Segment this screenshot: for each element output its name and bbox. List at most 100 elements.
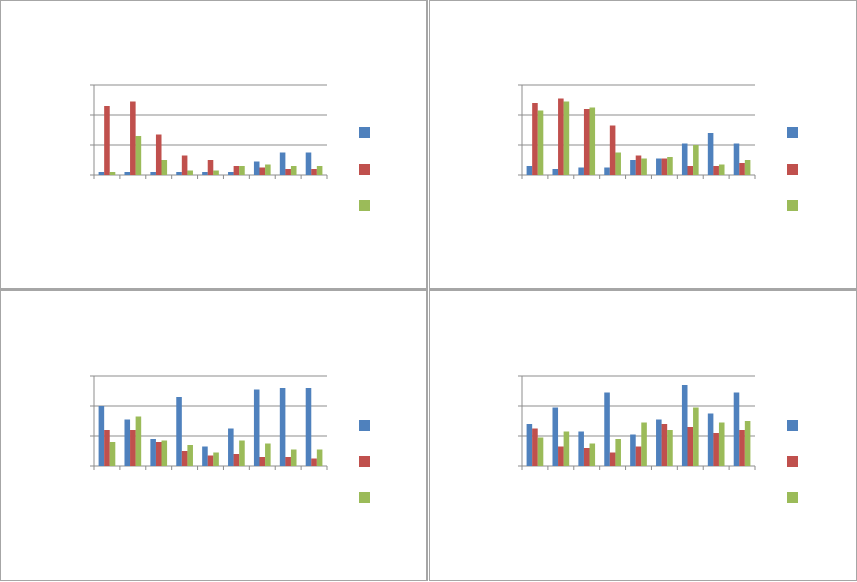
legend-swatch-1: [787, 420, 798, 431]
bar-chart-4: [518, 375, 798, 503]
bar-series-2-cat-9: [739, 163, 745, 175]
legend-swatch-1: [787, 127, 798, 138]
bar-series-2-cat-8: [285, 457, 291, 466]
bar-series-3-cat-1: [109, 172, 116, 175]
bar-series-3-cat-5: [213, 170, 219, 175]
bar-series-1-cat-3: [578, 431, 584, 466]
bar-series-3-cat-3: [589, 107, 596, 175]
bar-series-3-cat-7: [265, 164, 271, 175]
bar-series-2-cat-4: [609, 452, 616, 466]
bar-chart-1: [90, 84, 370, 211]
bar-series-2-cat-3: [583, 109, 590, 175]
bar-series-2-cat-9: [311, 169, 317, 175]
bar-series-3-cat-7: [693, 145, 699, 175]
bar-series-3-cat-8: [718, 164, 725, 175]
x-ticks: [521, 466, 756, 470]
bar-series-1-cat-9: [733, 143, 740, 175]
bar-series-1-cat-5: [202, 172, 208, 175]
bars: [98, 101, 323, 175]
bar-series-3-cat-4: [187, 170, 193, 175]
bar-series-3-cat-5: [213, 452, 219, 466]
bar-series-1-cat-6: [228, 172, 234, 175]
bar-series-2-cat-2: [130, 101, 136, 175]
bar-series-2-cat-8: [713, 166, 719, 175]
bar-series-1-cat-7: [681, 143, 688, 175]
bar-series-3-cat-8: [290, 166, 297, 175]
bar-series-1-cat-1: [526, 424, 533, 466]
bar-series-1-cat-4: [604, 167, 610, 175]
bar-series-2-cat-1: [104, 106, 110, 175]
bar-series-3-cat-9: [744, 160, 751, 175]
bar-series-1-cat-1: [526, 166, 533, 175]
bar-series-2-cat-1: [532, 428, 538, 466]
bar-series-3-cat-3: [589, 443, 596, 466]
bar-series-3-cat-9: [316, 166, 323, 175]
legend-swatch-2: [359, 456, 370, 467]
bar-series-1-cat-8: [279, 388, 286, 466]
bar-series-3-cat-2: [563, 431, 570, 466]
bar-series-3-cat-1: [537, 437, 544, 466]
bar-series-3-cat-9: [744, 421, 751, 466]
legend-swatch-3: [359, 200, 370, 211]
bar-series-1-cat-2: [124, 419, 131, 466]
bar-series-1-cat-4: [604, 392, 610, 466]
bar-series-3-cat-8: [290, 449, 297, 466]
bar-series-1-cat-6: [656, 419, 662, 466]
bar-series-3-cat-4: [615, 152, 621, 175]
bar-series-2-cat-8: [285, 169, 291, 175]
bar-series-2-cat-7: [259, 167, 266, 175]
bar-series-3-cat-7: [265, 443, 271, 466]
bar-series-3-cat-6: [667, 157, 673, 175]
bar-series-3-cat-6: [239, 440, 245, 466]
chart-panel-1[interactable]: [0, 0, 428, 290]
bar-series-2-cat-7: [259, 457, 266, 466]
bar-series-2-cat-6: [661, 424, 668, 466]
bar-series-2-cat-2: [558, 98, 564, 175]
bar-series-2-cat-6: [661, 158, 668, 175]
bar-series-3-cat-1: [109, 442, 116, 466]
chart-panel-4[interactable]: [429, 290, 857, 581]
legend: [359, 420, 370, 503]
bar-series-1-cat-6: [228, 428, 234, 466]
bar-series-2-cat-5: [207, 455, 214, 466]
bar-series-3-cat-2: [135, 416, 142, 466]
bar-series-2-cat-1: [532, 103, 538, 175]
bar-series-2-cat-3: [155, 134, 162, 175]
bar-series-2-cat-7: [687, 427, 694, 466]
bar-series-1-cat-3: [150, 439, 156, 466]
bar-series-1-cat-9: [305, 388, 312, 466]
bar-series-1-cat-2: [552, 169, 559, 175]
bar-series-2-cat-1: [104, 430, 110, 466]
bar-series-3-cat-3: [161, 440, 168, 466]
chart-panel-3[interactable]: [0, 290, 428, 581]
bars: [526, 98, 751, 175]
bar-series-3-cat-5: [641, 158, 647, 175]
legend-swatch-1: [359, 420, 370, 431]
bar-chart-3: [90, 375, 370, 503]
bar-series-3-cat-9: [316, 449, 323, 466]
bar-series-2-cat-5: [207, 160, 214, 175]
bar-series-1-cat-5: [630, 434, 636, 466]
bar-series-2-cat-4: [181, 155, 188, 175]
bar-series-2-cat-6: [233, 166, 240, 175]
bar-series-2-cat-2: [130, 430, 136, 466]
bars: [98, 388, 323, 466]
bar-series-3-cat-4: [187, 445, 193, 466]
bar-series-1-cat-3: [150, 172, 156, 175]
bar-series-3-cat-5: [641, 422, 647, 466]
bar-series-1-cat-1: [98, 406, 105, 466]
bar-series-3-cat-7: [693, 407, 699, 466]
bar-series-3-cat-6: [239, 166, 245, 175]
bar-series-2-cat-3: [155, 442, 162, 466]
legend: [787, 420, 798, 503]
legend-swatch-2: [787, 164, 798, 175]
bar-series-1-cat-7: [681, 385, 688, 466]
bar-series-1-cat-3: [578, 167, 584, 175]
bar-series-1-cat-6: [656, 158, 662, 175]
bar-series-1-cat-7: [253, 161, 260, 175]
legend-swatch-3: [787, 200, 798, 211]
legend: [359, 127, 370, 211]
chart-panel-2[interactable]: [429, 0, 857, 290]
bar-series-3-cat-1: [537, 110, 544, 175]
